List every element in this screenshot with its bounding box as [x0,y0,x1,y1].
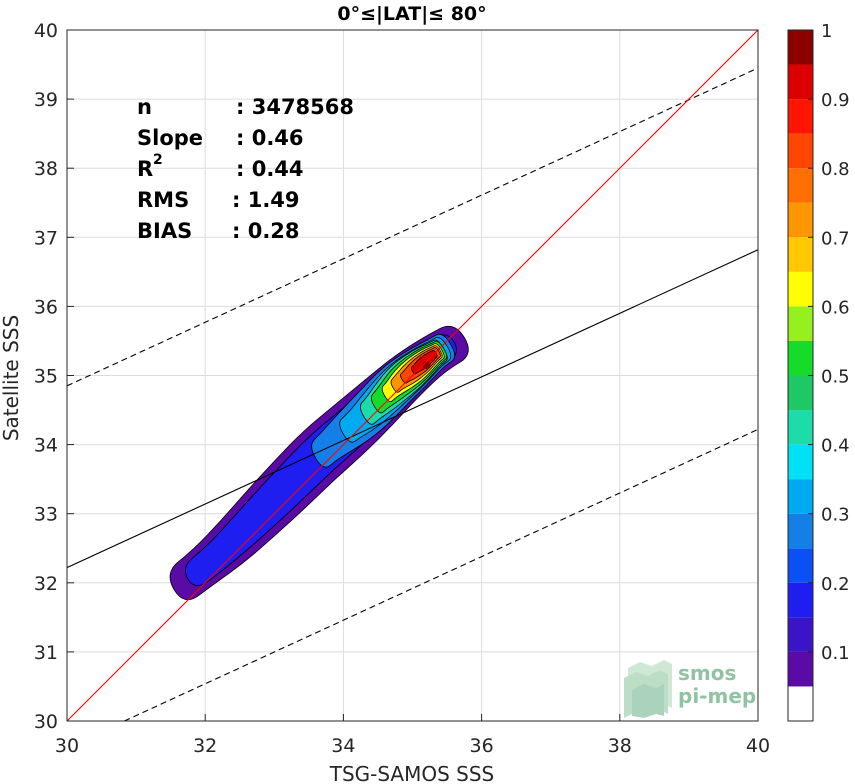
y-axis-ticks: 30 31 32 33 34 35 36 37 38 39 40 [34,20,74,733]
colorbar-level [788,271,813,307]
y-tick-label: 32 [34,573,58,595]
y-tick-label: 31 [34,642,58,664]
y-tick-label: 35 [34,366,58,388]
y-axis-label: Satellite SSS [0,315,23,441]
x-tick-label: 36 [470,735,494,757]
colorbar-level [788,375,813,411]
x-tick-label: 34 [331,735,355,757]
stat-label: Slope [137,126,203,150]
x-tick-label: 30 [55,735,79,757]
colorbar-tick-label: 0.7 [821,228,850,249]
stat-number: 0.46 [252,126,304,150]
y-tick-label: 36 [34,296,58,318]
colorbar-level [788,202,813,238]
colorbar-level [788,99,813,134]
stat-number: 1.49 [248,188,300,212]
colorbar-level [788,513,813,549]
identity-line [67,30,758,721]
stat-value: : 0.46 [236,126,304,150]
colorbar [787,29,814,722]
stat-number: 0.28 [248,219,300,243]
x-axis-label: TSG-SAMOS SSS [329,762,495,784]
stat-label-superscript: 2 [153,152,163,168]
colorbar-tick-label: 0.6 [821,297,850,318]
reference-lines [67,30,758,721]
colorbar-level [788,444,813,480]
x-tick-label: 32 [193,735,217,757]
logo-wave-icon [624,660,672,718]
stat-value: : 0.44 [236,157,304,181]
stat-separator: : [232,219,248,243]
colorbar-tick-label: 0.2 [821,574,850,595]
colorbar-level [788,237,813,272]
colorbar-tick-label: 0.1 [821,643,850,664]
colorbar-level [788,686,813,721]
y-tick-label: 40 [34,20,58,42]
colorbar-level [788,548,813,583]
y-tick-label: 33 [34,504,58,526]
colorbar-tick-label: 0.5 [821,367,850,388]
x-axis-ticks: 30 32 34 36 38 40 [55,714,770,757]
colorbar-tick-label: 0.3 [821,505,850,526]
stat-separator: : [232,188,248,212]
regression-fit-line [67,249,758,569]
stat-label: BIAS [137,219,192,243]
y-tick-label: 39 [34,89,58,111]
colorbar-level [788,168,813,203]
chart-title: 0°≤|LAT|≤ 80° [337,3,486,25]
colorbar-tick-label: 0.4 [821,436,850,457]
logo-text-pimep: pi-mep [678,684,756,708]
colorbar-level [788,30,813,65]
colorbar-level [788,651,813,687]
y-tick-label: 30 [34,711,58,733]
stat-value: : 1.49 [232,188,300,212]
colorbar-level [788,479,813,514]
colorbar-level [788,340,813,376]
colorbar-ticks: 0.1 0.2 0.3 0.4 0.5 0.6 0.7 0.8 0.9 1 [808,21,850,664]
colorbar-level [788,306,813,341]
x-tick-label: 38 [608,735,632,757]
stat-label: RMS [137,188,189,212]
stat-value: : 3478568 [236,95,354,119]
stat-number: 0.44 [252,157,304,181]
stat-label: R [137,157,153,181]
y-tick-label: 37 [34,227,58,249]
stat-label: n [137,95,152,119]
colorbar-tick-label: 0.9 [821,90,850,111]
stat-separator: : [236,157,252,181]
stat-number: 3478568 [252,95,354,119]
y-tick-label: 34 [34,435,58,457]
colorbar-tick-label: 1 [821,21,832,42]
x-tick-label: 40 [746,735,770,757]
colorbar-level [788,133,813,169]
colorbar-level [788,64,813,100]
lower-bound-line [124,428,758,721]
stat-separator: : [236,126,252,150]
colorbar-tick-label: 0.8 [821,159,850,180]
colorbar-level [788,582,813,618]
colorbar-level [788,617,813,652]
smos-pimep-logo: smos pi-mep [624,660,756,718]
logo-text-smos: smos [678,661,736,685]
upper-bound-line [67,67,758,387]
colorbar-level [788,410,813,445]
stat-value: : 0.28 [232,219,300,243]
y-tick-label: 38 [34,158,58,180]
stat-separator: : [236,95,252,119]
